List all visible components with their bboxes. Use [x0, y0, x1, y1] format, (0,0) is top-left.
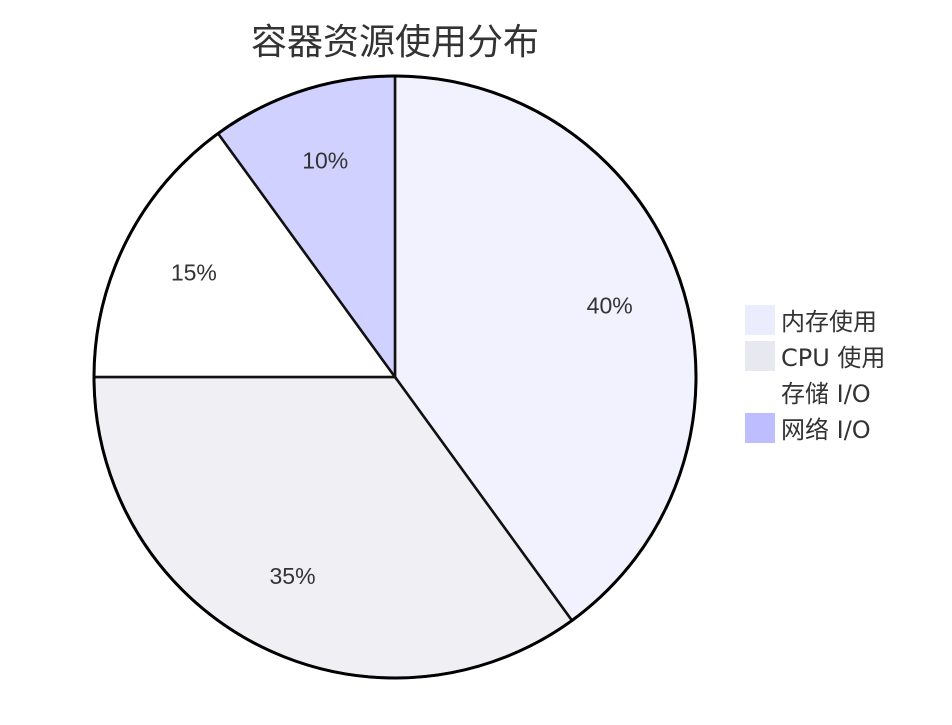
legend-label: 网络 I/O	[781, 416, 871, 444]
slice-label: 15%	[171, 260, 217, 286]
legend-label: 存储 I/O	[781, 380, 871, 408]
legend-label: 内存使用	[781, 308, 877, 336]
legend-swatch	[745, 377, 775, 407]
pie-slices	[92, 74, 698, 680]
slice-label: 10%	[302, 147, 348, 173]
pie-outline	[92, 74, 698, 680]
legend-swatch	[745, 341, 775, 371]
legend-label: CPU 使用	[781, 344, 885, 372]
slice-label: 40%	[587, 292, 633, 318]
slice-labels: 40% 35% 15% 10%	[171, 147, 633, 589]
chart-title: 容器资源使用分布	[251, 22, 539, 63]
legend-swatch	[745, 413, 775, 443]
slice-label: 35%	[269, 563, 315, 589]
legend-swatch	[745, 305, 775, 335]
